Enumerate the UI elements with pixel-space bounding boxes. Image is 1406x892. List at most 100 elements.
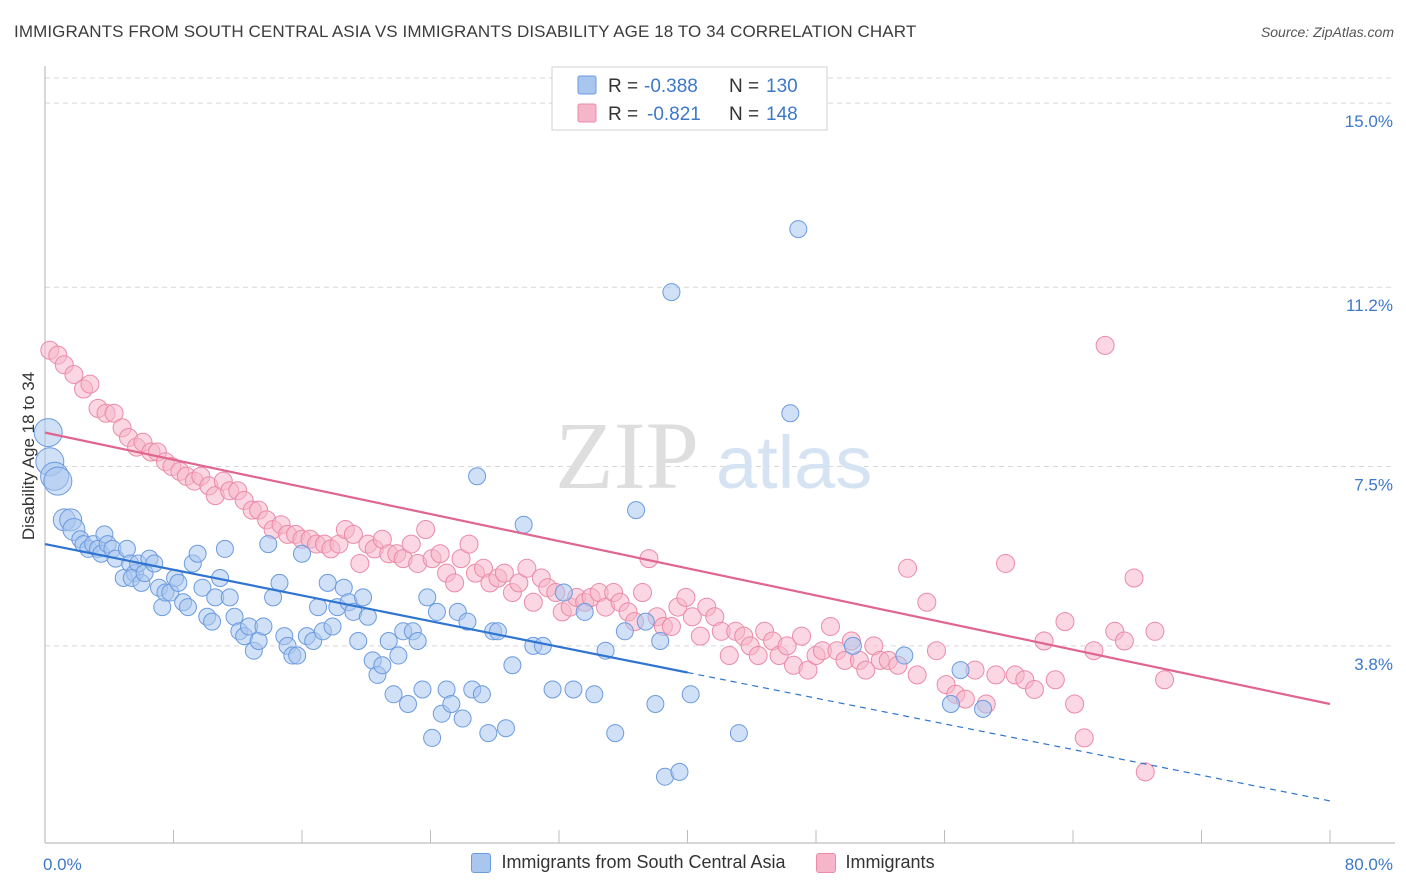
data-point-south-central-asia: [895, 646, 914, 665]
data-point-south-central-asia: [288, 646, 307, 665]
watermark-zip: ZIP: [555, 402, 699, 509]
data-point-immigrants: [523, 592, 543, 612]
legend-top: R = -0.388 N = 130 R = -0.821 N = 148: [551, 66, 828, 131]
data-point-south-central-asia: [554, 583, 573, 602]
data-point-south-central-asia: [458, 612, 477, 631]
data-point-south-central-asia: [418, 588, 437, 607]
data-point-immigrants: [1145, 621, 1165, 641]
data-point-south-central-asia: [627, 501, 646, 520]
series-immigrants-points: [40, 335, 1175, 782]
data-point-immigrants: [1135, 762, 1155, 782]
chart-title: IMMIGRANTS FROM SOUTH CENTRAL ASIA VS IM…: [14, 22, 917, 41]
watermark: ZIP atlas: [555, 402, 872, 509]
legend-n-label-pink: N =: [729, 104, 759, 125]
watermark-atlas: atlas: [716, 421, 872, 504]
data-point-south-central-asia: [974, 699, 993, 718]
data-point-south-central-asia: [789, 220, 808, 239]
data-point-south-central-asia: [413, 680, 432, 699]
data-point-south-central-asia: [843, 636, 862, 655]
data-point-immigrants: [1114, 631, 1134, 651]
data-point-immigrants: [350, 553, 370, 573]
data-point-south-central-asia: [468, 467, 487, 486]
data-point-south-central-asia: [615, 622, 634, 641]
data-point-immigrants: [856, 660, 876, 680]
tick-labels: 3.8% 7.5% 11.2% 15.0% 0.0% 80.0%: [43, 112, 1393, 874]
legend-r-label-pink: R =: [608, 104, 638, 125]
data-point-south-central-asia: [781, 404, 800, 423]
data-point-immigrants: [1065, 694, 1085, 714]
data-point-south-central-asia: [564, 680, 583, 699]
data-point-south-central-asia: [670, 762, 689, 781]
data-point-south-central-asia: [543, 680, 562, 699]
legend-item-immigrants: Immigrants: [815, 852, 935, 873]
data-point-south-central-asia: [442, 695, 461, 713]
data-point-south-central-asia: [681, 685, 700, 704]
data-point-south-central-asia: [585, 685, 604, 704]
data-point-south-central-asia: [488, 622, 507, 641]
legend-bottom-swatch-pink: [815, 852, 836, 873]
data-point-south-central-asia: [373, 656, 392, 675]
data-point-south-central-asia: [220, 588, 239, 607]
data-point-south-central-asia: [514, 515, 533, 534]
data-point-south-central-asia: [117, 539, 136, 558]
data-point-immigrants: [690, 626, 710, 646]
data-point-immigrants: [1124, 568, 1144, 588]
legend-n-label-blue: N =: [729, 76, 759, 97]
data-point-immigrants: [104, 403, 124, 423]
data-point-south-central-asia: [729, 724, 748, 743]
data-point-immigrants: [517, 558, 537, 578]
data-point-immigrants: [494, 563, 514, 583]
data-point-south-central-asia: [203, 612, 222, 631]
legend-swatch-blue: [577, 75, 597, 95]
data-point-immigrants: [401, 534, 421, 554]
data-point-immigrants: [1045, 670, 1065, 690]
data-point-south-central-asia: [349, 632, 368, 650]
data-point-south-central-asia: [408, 632, 427, 650]
data-point-south-central-asia: [43, 466, 73, 496]
data-point-south-central-asia: [951, 661, 970, 680]
data-point-south-central-asia: [503, 656, 522, 675]
data-point-immigrants: [986, 665, 1006, 685]
data-point-south-central-asia: [389, 646, 408, 665]
data-point-immigrants: [926, 641, 946, 661]
data-point-south-central-asia: [323, 617, 342, 636]
data-point-south-central-asia: [941, 695, 960, 713]
legend-bottom-label-pink: Immigrants: [845, 852, 935, 872]
data-point-south-central-asia: [354, 588, 373, 607]
data-point-immigrants: [1084, 641, 1104, 661]
data-point-immigrants: [1024, 679, 1044, 699]
data-point-immigrants: [416, 520, 436, 540]
data-point-immigrants: [917, 592, 937, 612]
x-tick-label-max: 80.0%: [1345, 855, 1393, 874]
data-point-south-central-asia: [259, 535, 278, 554]
data-point-immigrants: [748, 646, 768, 666]
data-point-south-central-asia: [145, 554, 164, 573]
x-tick-label-min: 0.0%: [43, 855, 82, 874]
data-point-south-central-asia: [379, 632, 398, 650]
y-tick-label: 11.2%: [1346, 296, 1393, 315]
data-point-immigrants: [1074, 728, 1094, 748]
trendline-south-central-asia: [44, 542, 688, 674]
data-point-south-central-asia: [399, 695, 418, 713]
data-point-south-central-asia: [193, 578, 212, 597]
data-point-south-central-asia: [575, 602, 594, 621]
data-point-immigrants: [682, 607, 702, 627]
y-tick-label: 3.8%: [1354, 655, 1393, 674]
data-point-south-central-asia: [254, 617, 273, 636]
data-point-south-central-asia: [215, 539, 234, 558]
data-point-south-central-asia: [309, 598, 328, 617]
data-point-immigrants: [676, 587, 696, 607]
legend-n-value-pink: 148: [766, 104, 798, 125]
data-point-south-central-asia: [453, 709, 472, 728]
legend-bottom-label-blue: Immigrants from South Central Asia: [501, 852, 786, 872]
data-point-south-central-asia: [318, 573, 337, 592]
trendline-south-central-asia-extension: [687, 671, 1331, 802]
data-point-immigrants: [1055, 612, 1075, 632]
data-point-south-central-asia: [169, 573, 188, 592]
data-point-south-central-asia: [479, 724, 498, 743]
data-point-immigrants: [451, 549, 471, 569]
data-point-immigrants: [430, 544, 450, 564]
legend-r-label-blue: R =: [608, 76, 638, 97]
data-point-immigrants: [898, 558, 918, 578]
